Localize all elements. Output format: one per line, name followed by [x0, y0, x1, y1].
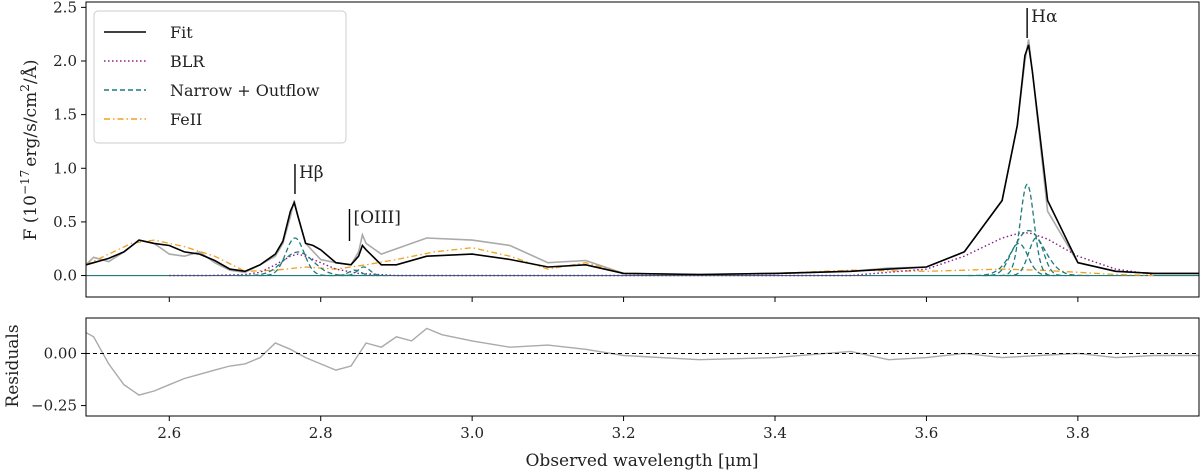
- line-label: Hβ: [299, 163, 324, 183]
- y-tick-label: 0.0: [53, 267, 77, 285]
- narrow-component-0: [258, 237, 332, 277]
- narrow-component-5: [968, 229, 1090, 277]
- narrow-component-1: [237, 251, 359, 277]
- y-tick-label: −0.25: [31, 397, 77, 415]
- residuals-panel: −0.25 0.00 2.6 2.8 3.0 3.2 3.4 3.6 3.8: [31, 317, 1200, 442]
- x-tick-label: 2.8: [309, 424, 333, 442]
- series-blr: [169, 231, 1154, 277]
- narrow-component-7: [982, 242, 1056, 277]
- legend-label: FeII: [170, 110, 202, 129]
- x-tick-label: 3.0: [460, 424, 484, 442]
- y-tick-label: 1.5: [53, 106, 77, 124]
- narrow-component-2: [330, 269, 379, 277]
- y-tick-label: 1.0: [53, 159, 77, 177]
- x-tick-label: 3.6: [914, 424, 938, 442]
- legend-box: [93, 10, 347, 144]
- y-tick-label: 2.0: [53, 52, 77, 70]
- x-tick-label: 2.6: [157, 424, 181, 442]
- line-label: Hα: [1031, 7, 1058, 27]
- line-label: [OIII]: [353, 208, 400, 228]
- narrow-component-6: [1005, 237, 1067, 277]
- residuals-axes-frame: [85, 317, 1200, 417]
- x-tick-label: 3.2: [612, 424, 636, 442]
- series-feii: [86, 239, 1154, 277]
- legend-label: BLR: [170, 52, 205, 71]
- series-fit: [86, 44, 1199, 276]
- y-tick-label: 0.00: [44, 344, 77, 362]
- series-residuals: [86, 327, 1199, 396]
- x-axis-label: Observed wavelength [μm]: [526, 451, 759, 471]
- y-tick-label: 2.5: [53, 0, 77, 16]
- spectrum-axes-frame: [85, 1, 1200, 298]
- legend: Fit BLR Narrow + Outflow FeII: [93, 10, 347, 144]
- y-tick-label: 0.5: [53, 213, 77, 231]
- legend-label: Fit: [170, 23, 193, 42]
- y-axis-label-residuals: Residuals: [3, 324, 23, 407]
- x-tick-label: 3.4: [763, 424, 787, 442]
- x-tick-label: 3.8: [1066, 424, 1090, 442]
- spectrum-panel: 0.0 0.5 1.0 1.5 2.0 2.5 Hβ [OIII] Hα Fit BLR Narrow…: [53, 0, 1200, 302]
- y-axis-label-flux: F (10−17erg/s/cm2/Å): [18, 60, 41, 241]
- narrow-component-3: [339, 266, 389, 277]
- legend-label: Narrow + Outflow: [170, 81, 320, 100]
- narrow-component-4: [999, 183, 1055, 277]
